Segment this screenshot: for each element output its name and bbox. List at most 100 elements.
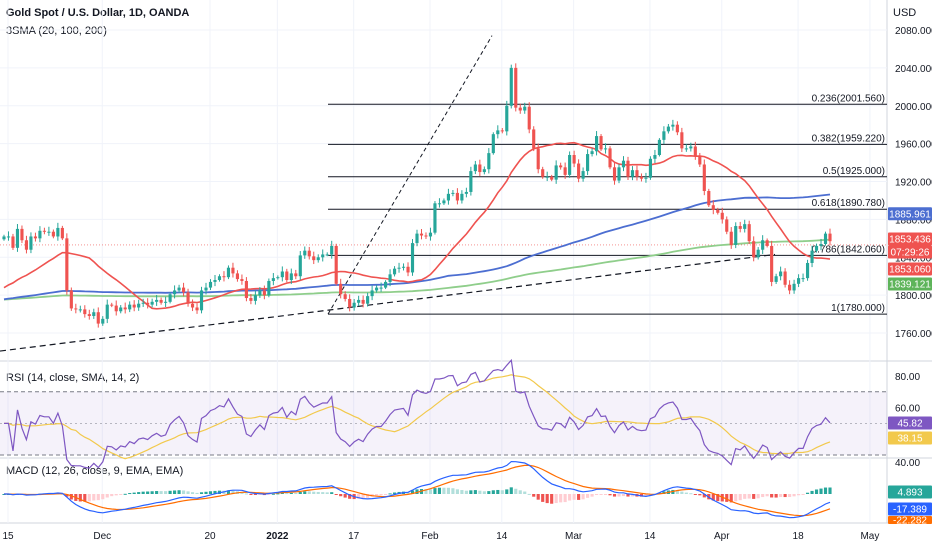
macd-hist-bar bbox=[339, 494, 343, 497]
candle-body bbox=[707, 191, 711, 206]
rsi-band-fill bbox=[0, 391, 887, 455]
macd-hist-bar bbox=[96, 494, 100, 501]
candle-body bbox=[204, 287, 208, 291]
macd-hist-bar bbox=[608, 494, 612, 496]
candle-body bbox=[289, 273, 293, 281]
candle-body bbox=[437, 203, 442, 205]
macd-hist-bar bbox=[756, 494, 760, 499]
macd-hist-bar bbox=[334, 494, 338, 495]
candle-body bbox=[334, 245, 338, 284]
candle-body bbox=[388, 274, 392, 282]
macd-hist-bar bbox=[765, 494, 769, 497]
macd-hist-bar bbox=[514, 488, 518, 494]
macd-hist-bar bbox=[137, 492, 141, 494]
candle-body bbox=[312, 256, 316, 261]
macd-hist-bar bbox=[384, 494, 388, 495]
last-price-badge: 1853.060 bbox=[889, 265, 931, 276]
candle-body bbox=[823, 233, 828, 245]
macd-hist-bar bbox=[496, 489, 500, 494]
candle-body bbox=[222, 276, 226, 278]
candle-body bbox=[617, 167, 621, 181]
candle-body bbox=[433, 203, 437, 233]
macd-hist-bar bbox=[469, 490, 473, 494]
candle-body bbox=[630, 170, 635, 177]
candle-body bbox=[114, 305, 118, 312]
macd-indicator-label[interactable]: MACD (12, 26, close, 9, EMA, EMA) bbox=[6, 465, 184, 477]
candle-body bbox=[379, 287, 383, 289]
candle-body bbox=[442, 200, 446, 204]
macd-hist-bar bbox=[159, 491, 163, 494]
macd-hist-bar bbox=[119, 494, 123, 495]
candle-body bbox=[181, 287, 186, 293]
macd-hist-bar bbox=[752, 494, 756, 499]
candle-body bbox=[56, 227, 60, 237]
y-tick-label: 1840.000 bbox=[895, 253, 932, 264]
currency-label: USD bbox=[893, 7, 917, 19]
candle-body bbox=[330, 245, 334, 255]
macd-hist-bar bbox=[226, 490, 231, 494]
macd-hist-bar bbox=[743, 494, 747, 499]
candle-body bbox=[47, 231, 51, 233]
macd-hist-bar bbox=[280, 492, 284, 494]
macd-hist-bar bbox=[586, 494, 590, 498]
macd-hist-bar bbox=[500, 490, 504, 494]
candle-body bbox=[586, 154, 590, 172]
sma200-price-badge-bg bbox=[888, 277, 932, 291]
macd-hist-bar bbox=[491, 490, 495, 494]
candle-body bbox=[366, 296, 370, 304]
macd-hist-bar bbox=[330, 492, 334, 494]
macd-hist-bar bbox=[428, 489, 433, 494]
candle-body bbox=[473, 164, 477, 172]
macd-hist-bar bbox=[788, 494, 792, 498]
macd-hist-bar bbox=[693, 494, 697, 495]
macd-line bbox=[4, 460, 831, 519]
candle-body bbox=[2, 236, 6, 240]
macd-hist-bar bbox=[303, 491, 307, 494]
candle-body bbox=[343, 294, 347, 299]
macd-hist-bar bbox=[307, 491, 311, 494]
macd-hist-bar bbox=[348, 494, 352, 499]
macd-hist-bar bbox=[92, 494, 96, 501]
macd-hist-bar bbox=[734, 494, 738, 502]
candle-body bbox=[316, 257, 320, 261]
candle-body bbox=[87, 314, 91, 317]
sma-indicator-label[interactable]: 3SMA (20, 100, 200) bbox=[6, 25, 107, 37]
candle-body bbox=[69, 290, 73, 309]
rsi-value-badge: 45.82 bbox=[897, 419, 922, 430]
candle-body bbox=[532, 129, 536, 149]
candle-body bbox=[648, 158, 653, 178]
sma20-price-badge-bg bbox=[888, 232, 932, 246]
macd-hist-bar bbox=[783, 494, 787, 498]
candle-body bbox=[774, 276, 778, 282]
candle-body bbox=[159, 299, 163, 303]
countdown-badge: 07:29:26 bbox=[891, 248, 930, 259]
macd-hist-bar bbox=[240, 491, 244, 494]
candle-body bbox=[321, 254, 325, 258]
candle-body bbox=[280, 271, 284, 278]
x-tick-label: 20 bbox=[204, 531, 216, 542]
macd-hist-bar bbox=[823, 487, 828, 494]
macd-hist-bar bbox=[410, 490, 415, 494]
candle-body bbox=[747, 224, 751, 242]
fib-level-label: 1(1780.000) bbox=[831, 303, 885, 314]
candle-body bbox=[60, 227, 64, 239]
macd-hist-bar bbox=[716, 494, 720, 502]
y-tick-label: 2040.000 bbox=[895, 64, 932, 75]
candle-body bbox=[702, 164, 706, 191]
fib-level-label: 0.786(1842.060) bbox=[812, 244, 885, 255]
macd-hist-bar bbox=[509, 487, 513, 494]
fib-level-label: 0.618(1890.780) bbox=[812, 198, 885, 209]
candle-body bbox=[523, 106, 527, 111]
candle-body bbox=[496, 130, 500, 135]
macd-hist-bar bbox=[146, 491, 150, 494]
macd-hist-bar bbox=[770, 494, 774, 498]
macd-hist-bar bbox=[603, 494, 608, 495]
candle-body bbox=[819, 244, 823, 246]
candle-body bbox=[226, 267, 231, 278]
candle-body bbox=[213, 280, 217, 282]
macd-hist-bar bbox=[828, 487, 832, 494]
rsi-indicator-label[interactable]: RSI (14, close, SMA, 14, 2) bbox=[6, 372, 140, 384]
candle-body bbox=[78, 309, 82, 311]
macd-hist-bar bbox=[186, 491, 190, 494]
